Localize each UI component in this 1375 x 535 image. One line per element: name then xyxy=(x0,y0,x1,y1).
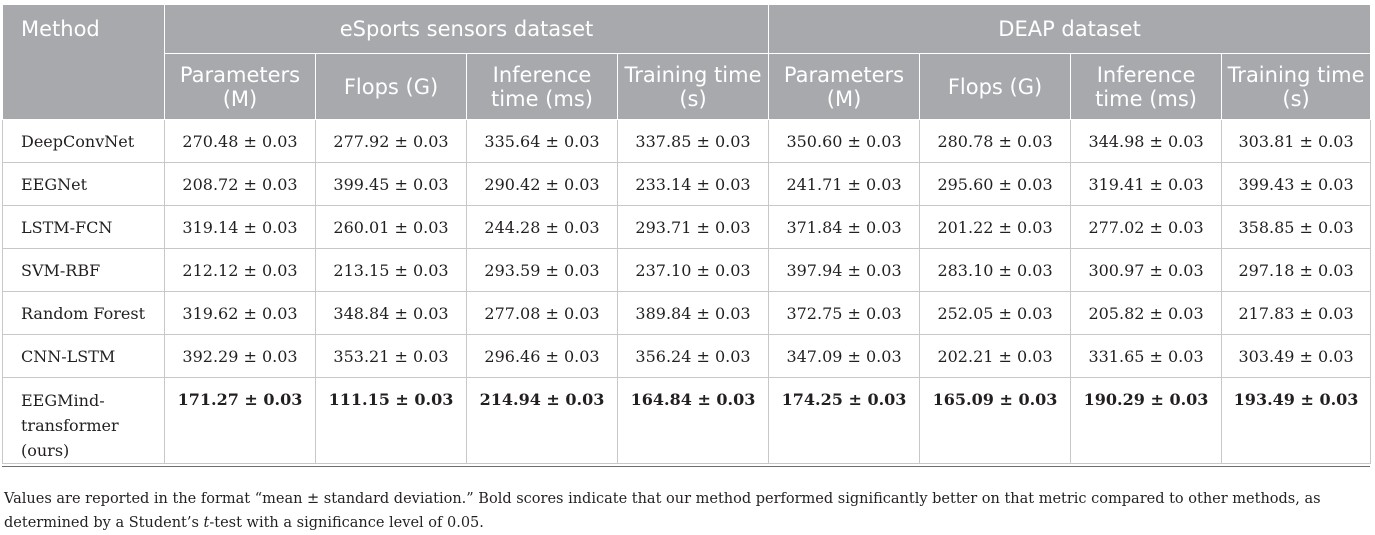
method-cell: CNN-LSTM xyxy=(2,334,165,378)
value-cell: 270.48 ± 0.03 xyxy=(164,119,316,163)
value-cell: 353.21 ± 0.03 xyxy=(315,334,467,378)
table-row: SVM-RBF 212.12 ± 0.03 213.15 ± 0.03 293.59 … xyxy=(2,248,1372,292)
column-header: Flops (G) xyxy=(315,53,467,120)
value-cell: 171.27 ± 0.03 xyxy=(164,377,316,464)
value-cell: 331.65 ± 0.03 xyxy=(1070,334,1223,378)
value-cell: 358.85 ± 0.03 xyxy=(1221,205,1372,249)
column-header: Training time (s) xyxy=(616,53,770,120)
value-cell: 300.97 ± 0.03 xyxy=(1070,248,1223,292)
value-cell: 205.82 ± 0.03 xyxy=(1070,291,1223,335)
value-cell: 348.84 ± 0.03 xyxy=(315,291,467,335)
value-cell: 319.62 ± 0.03 xyxy=(164,291,316,335)
method-cell: DeepConvNet xyxy=(2,119,165,163)
value-cell: 347.09 ± 0.03 xyxy=(768,334,921,378)
value-cell: 290.42 ± 0.03 xyxy=(466,162,618,206)
value-cell: 356.24 ± 0.03 xyxy=(616,334,770,378)
value-cell: 293.59 ± 0.03 xyxy=(466,248,618,292)
column-header-row: Parameters (M) Flops (G) Inference time (m… xyxy=(3,53,1372,120)
value-cell: 283.10 ± 0.03 xyxy=(919,248,1072,292)
value-cell: 217.83 ± 0.03 xyxy=(1221,291,1372,335)
value-cell: 233.14 ± 0.03 xyxy=(616,162,770,206)
method-cell: Random Forest xyxy=(2,291,165,335)
value-cell: 202.21 ± 0.03 xyxy=(919,334,1072,378)
value-cell: 337.85 ± 0.03 xyxy=(616,119,770,163)
value-cell: 350.60 ± 0.03 xyxy=(768,119,921,163)
value-cell: 277.08 ± 0.03 xyxy=(466,291,618,335)
method-cell: SVM-RBF xyxy=(2,248,165,292)
table-row: EEGNet 208.72 ± 0.03 399.45 ± 0.03 290.42 ±… xyxy=(2,162,1372,206)
value-cell: 392.29 ± 0.03 xyxy=(164,334,316,378)
value-cell: 319.14 ± 0.03 xyxy=(164,205,316,249)
method-cell: LSTM-FCN xyxy=(2,205,165,249)
results-table: Method eSports sensors dataset DEAP data… xyxy=(2,4,1372,464)
value-cell: 371.84 ± 0.03 xyxy=(768,205,921,249)
value-cell: 174.25 ± 0.03 xyxy=(768,377,921,464)
table-row: EEGMind-transformer (ours) 171.27 ± 0.03 1… xyxy=(2,377,1372,464)
table-footnote: Values are reported in the format “mean … xyxy=(4,487,1366,535)
table-row: DeepConvNet 270.48 ± 0.03 277.92 ± 0.03 335… xyxy=(2,119,1372,163)
value-cell: 193.49 ± 0.03 xyxy=(1221,377,1372,464)
group-header-row: Method eSports sensors dataset DEAP data… xyxy=(2,4,1372,120)
value-cell: 252.05 ± 0.03 xyxy=(919,291,1072,335)
table-body: DeepConvNet 270.48 ± 0.03 277.92 ± 0.03 335… xyxy=(2,119,1372,464)
footnote-t-italic: t xyxy=(203,514,210,531)
value-cell: 241.71 ± 0.03 xyxy=(768,162,921,206)
value-cell: 201.22 ± 0.03 xyxy=(919,205,1072,249)
footnote-text-end: -test with a significance level of 0.05. xyxy=(209,514,484,531)
column-header: Training time (s) xyxy=(1221,53,1372,120)
value-cell: 213.15 ± 0.03 xyxy=(315,248,467,292)
column-header: Inference time (ms) xyxy=(466,53,618,120)
value-cell: 237.10 ± 0.03 xyxy=(616,248,770,292)
table-row: CNN-LSTM 392.29 ± 0.03 353.21 ± 0.03 296.46… xyxy=(2,334,1372,378)
value-cell: 372.75 ± 0.03 xyxy=(768,291,921,335)
value-cell: 389.84 ± 0.03 xyxy=(616,291,770,335)
table-row: LSTM-FCN 319.14 ± 0.03 260.01 ± 0.03 244.28… xyxy=(2,205,1372,249)
value-cell: 399.43 ± 0.03 xyxy=(1221,162,1372,206)
value-cell: 208.72 ± 0.03 xyxy=(164,162,316,206)
method-cell: EEGMind-transformer (ours) xyxy=(2,377,165,464)
value-cell: 303.49 ± 0.03 xyxy=(1221,334,1372,378)
value-cell: 164.84 ± 0.03 xyxy=(616,377,770,464)
value-cell: 295.60 ± 0.03 xyxy=(919,162,1072,206)
value-cell: 296.46 ± 0.03 xyxy=(466,334,618,378)
footnote-divider xyxy=(2,466,1370,467)
value-cell: 293.71 ± 0.03 xyxy=(616,205,770,249)
column-header: Parameters (M) xyxy=(768,53,921,120)
value-cell: 244.28 ± 0.03 xyxy=(466,205,618,249)
value-cell: 399.45 ± 0.03 xyxy=(315,162,467,206)
table-row: Random Forest 319.62 ± 0.03 348.84 ± 0.03 2… xyxy=(2,291,1372,335)
method-cell: EEGNet xyxy=(2,162,165,206)
value-cell: 344.98 ± 0.03 xyxy=(1070,119,1223,163)
value-cell: 397.94 ± 0.03 xyxy=(768,248,921,292)
value-cell: 212.12 ± 0.03 xyxy=(164,248,316,292)
value-cell: 335.64 ± 0.03 xyxy=(466,119,618,163)
method-header: Method xyxy=(2,4,165,120)
value-cell: 280.78 ± 0.03 xyxy=(919,119,1072,163)
value-cell: 277.02 ± 0.03 xyxy=(1070,205,1223,249)
value-cell: 319.41 ± 0.03 xyxy=(1070,162,1223,206)
value-cell: 165.09 ± 0.03 xyxy=(919,377,1072,464)
value-cell: 111.15 ± 0.03 xyxy=(315,377,467,464)
value-cell: 214.94 ± 0.03 xyxy=(466,377,618,464)
group-header-deap: DEAP dataset xyxy=(768,4,1372,54)
column-header: Inference time (ms) xyxy=(1070,53,1223,120)
value-cell: 297.18 ± 0.03 xyxy=(1221,248,1372,292)
column-header: Flops (G) xyxy=(919,53,1072,120)
value-cell: 277.92 ± 0.03 xyxy=(315,119,467,163)
group-header-esports: eSports sensors dataset xyxy=(163,4,770,54)
value-cell: 303.81 ± 0.03 xyxy=(1221,119,1372,163)
value-cell: 260.01 ± 0.03 xyxy=(315,205,467,249)
value-cell: 190.29 ± 0.03 xyxy=(1070,377,1223,464)
column-header: Parameters (M) xyxy=(164,53,316,120)
